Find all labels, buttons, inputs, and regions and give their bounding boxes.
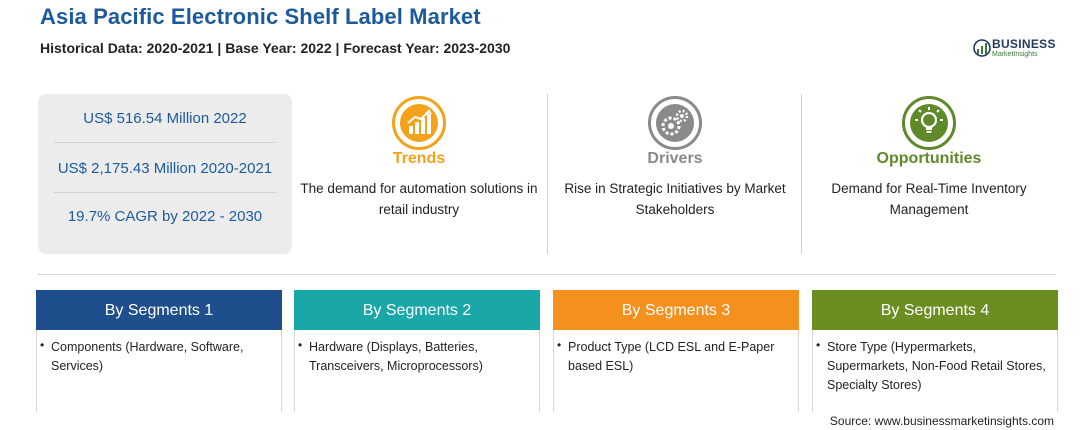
page-subtitle: Historical Data: 2020-2021 | Base Year: …: [40, 40, 511, 56]
bullet-icon: •: [40, 338, 45, 352]
trends-text: The demand for automation solutions in r…: [300, 181, 538, 217]
segment-1-title: By Segments 1: [36, 290, 282, 330]
opportunities-column: Opportunities Demand for Real-Time Inven…: [804, 94, 1054, 254]
drivers-title: Drivers: [647, 150, 703, 167]
market-stats-panel: US$ 516.54 Million 2022 US$ 2,175.43 Mil…: [38, 94, 292, 254]
segment-4-title: By Segments 4: [812, 290, 1058, 330]
stat-historical: US$ 2,175.43 Million 2020-2021: [57, 160, 273, 177]
segment-card-1: By Segments 1 • Components (Hardware, So…: [36, 290, 282, 412]
bullet-icon: •: [816, 338, 821, 352]
source-citation: Source: www.businessmarketinsights.com: [829, 414, 1054, 428]
opportunities-title: Opportunities: [876, 150, 982, 167]
segment-3-title: By Segments 3: [553, 290, 799, 330]
trend-chart-icon: [392, 96, 446, 150]
stat-divider: [54, 192, 276, 193]
logo-name: BUSINESS: [992, 37, 1056, 51]
trends-title: Trends: [392, 150, 446, 167]
bullet-icon: •: [298, 338, 303, 352]
drivers-column: Drivers Rise in Strategic Initiatives by…: [550, 94, 800, 254]
segment-2-title: By Segments 2: [294, 290, 540, 330]
stat-market-size: US$ 516.54 Million 2022: [83, 110, 247, 127]
brand-logo: BUSINESS MarketInsights: [972, 36, 1062, 62]
section-divider: [38, 274, 1056, 275]
page-title: Asia Pacific Electronic Shelf Label Mark…: [40, 4, 481, 29]
gears-icon: [648, 96, 702, 150]
segment-card-3: By Segments 3 • Product Type (LCD ESL an…: [553, 290, 799, 412]
trends-column: Trends The demand for automation solutio…: [294, 94, 544, 254]
column-divider: [801, 94, 802, 254]
logo-tagline: MarketInsights: [992, 51, 1038, 58]
segment-card-4: By Segments 4 • Store Type (Hypermarkets…: [812, 290, 1058, 412]
stat-cagr: 19.7% CAGR by 2022 - 2030: [67, 208, 263, 225]
opportunities-text: Demand for Real-Time Inventory Managemen…: [831, 181, 1027, 217]
drivers-text: Rise in Strategic Initiatives by Market …: [564, 181, 786, 217]
segment-2-item: Hardware (Displays, Batteries, Transceiv…: [309, 340, 483, 373]
segment-1-item: Components (Hardware, Software, Services…: [51, 340, 244, 373]
lightbulb-icon: [902, 96, 956, 150]
segment-3-item: Product Type (LCD ESL and E-Paper based …: [568, 340, 775, 373]
stat-divider: [54, 142, 276, 143]
segment-card-2: By Segments 2 • Hardware (Displays, Batt…: [294, 290, 540, 412]
logo-globe-icon: [973, 39, 991, 57]
segment-4-item: Store Type (Hypermarkets, Supermarkets, …: [827, 340, 1046, 392]
bullet-icon: •: [557, 338, 562, 352]
column-divider: [547, 94, 548, 254]
